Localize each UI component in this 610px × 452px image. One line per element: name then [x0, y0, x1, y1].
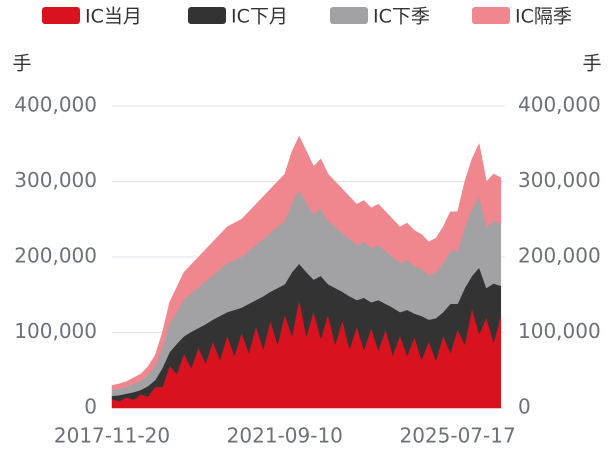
- y-tick-label: 400,000: [14, 93, 97, 117]
- y2-unit: 手: [582, 53, 601, 75]
- y2-tick-label: 300,000: [518, 168, 601, 192]
- y-tick-label: 100,000: [14, 319, 97, 343]
- legend-label: IC隔季: [515, 6, 572, 28]
- x-tick-label: 2017-11-20: [54, 424, 170, 448]
- y-unit: 手: [12, 53, 31, 75]
- legend-swatch: [330, 7, 368, 24]
- y-tick-label: 200,000: [14, 244, 97, 268]
- y-tick-label: 300,000: [14, 168, 97, 192]
- area: [111, 135, 502, 391]
- legend-label: IC当月: [85, 6, 142, 28]
- x-tick-label: 2021-09-10: [227, 424, 343, 448]
- y2-tick-label: 100,000: [518, 319, 601, 343]
- y2-tick-label: 400,000: [518, 93, 601, 117]
- y2-tick-label: 0: [518, 395, 531, 419]
- y-tick-label: 0: [84, 395, 97, 419]
- legend-swatch: [472, 7, 510, 24]
- legend-label: IC下月: [231, 6, 288, 28]
- legend-label: IC下季: [373, 6, 430, 28]
- legend-swatch: [188, 7, 226, 24]
- y2-tick-label: 200,000: [518, 244, 601, 268]
- x-tick-label: 2025-07-17: [399, 424, 515, 448]
- legend-swatch: [42, 7, 80, 24]
